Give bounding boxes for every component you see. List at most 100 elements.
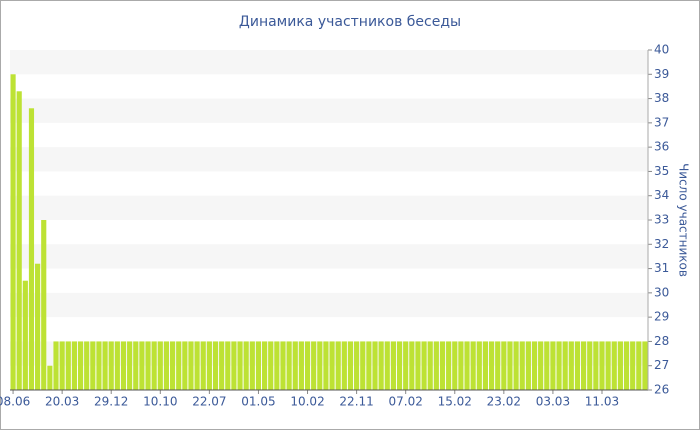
bar <box>59 341 65 390</box>
x-tick-label: 15.02 <box>438 395 472 409</box>
x-tick-label: 10.10 <box>143 395 177 409</box>
bar <box>268 341 274 390</box>
bar <box>151 341 157 390</box>
bar <box>280 341 286 390</box>
bar <box>452 341 458 390</box>
x-tick-label: 07.02 <box>389 395 423 409</box>
bar <box>219 341 225 390</box>
bar <box>354 341 360 390</box>
bar <box>255 341 262 390</box>
bar <box>133 341 139 390</box>
bar <box>157 341 163 390</box>
bar <box>574 341 581 390</box>
bar <box>482 341 489 390</box>
grid-band <box>10 195 648 220</box>
bar <box>237 341 243 390</box>
y-tick-label: 40 <box>654 43 669 57</box>
bar <box>243 341 249 390</box>
y-tick-label: 28 <box>654 334 669 348</box>
bar <box>10 74 16 391</box>
bar <box>403 341 409 390</box>
bar <box>145 341 151 390</box>
x-tick-label: 03.03 <box>536 395 570 409</box>
bar <box>249 341 255 390</box>
bar <box>642 341 648 390</box>
bar <box>163 341 170 390</box>
bar <box>127 341 133 390</box>
grid-band <box>10 147 648 172</box>
bar <box>538 341 544 390</box>
bar <box>562 341 568 390</box>
bar <box>439 341 446 390</box>
bar <box>139 341 145 390</box>
bar <box>501 341 507 390</box>
bar <box>519 341 525 390</box>
bar <box>53 341 59 390</box>
bar <box>427 341 433 390</box>
y-tick-label: 39 <box>654 67 669 81</box>
y-tick-label: 32 <box>654 237 669 251</box>
bar <box>176 341 182 390</box>
x-tick-label: 23.02 <box>487 395 521 409</box>
bar <box>421 341 427 390</box>
bar <box>274 341 280 390</box>
bar <box>513 341 519 390</box>
bar <box>90 341 96 390</box>
bar <box>47 365 53 390</box>
bar <box>341 341 347 390</box>
x-tick-label: 22.07 <box>192 395 226 409</box>
grid-band <box>10 244 648 269</box>
x-tick-label: 08.06 <box>0 395 30 409</box>
bar <box>630 341 636 390</box>
bar <box>495 341 501 390</box>
bar <box>476 341 482 390</box>
bar <box>409 341 415 390</box>
bar <box>231 341 237 390</box>
bar <box>323 341 329 390</box>
bar <box>581 341 587 390</box>
x-tick-label: 29.12 <box>94 395 128 409</box>
bar <box>464 341 470 390</box>
bar <box>390 341 396 390</box>
y-tick-label: 26 <box>654 383 669 397</box>
bar <box>556 341 562 390</box>
grid-band <box>10 292 648 318</box>
x-tick-label: 20.03 <box>45 395 79 409</box>
bar <box>617 341 623 390</box>
bar <box>292 341 298 390</box>
y-tick-label: 35 <box>654 164 669 178</box>
y-tick-label: 34 <box>654 188 669 202</box>
bar <box>169 341 176 390</box>
grid-band <box>10 50 648 75</box>
bar <box>611 341 617 390</box>
bar <box>114 341 120 390</box>
bar <box>544 341 550 390</box>
bar <box>587 341 593 390</box>
bar <box>108 341 114 390</box>
bar <box>525 341 531 390</box>
y-tick-label: 33 <box>654 213 669 227</box>
bar <box>335 341 341 390</box>
bar <box>298 341 304 390</box>
x-tick-label: 01.05 <box>241 395 275 409</box>
bar <box>347 341 354 390</box>
bar <box>550 341 556 390</box>
bar <box>65 341 71 390</box>
bar <box>194 341 200 390</box>
bar <box>200 341 206 390</box>
bar <box>22 280 28 390</box>
bar <box>329 341 335 390</box>
bar <box>182 341 188 390</box>
bar <box>366 341 372 390</box>
bar <box>433 341 439 390</box>
bar <box>446 341 452 390</box>
y-tick-label: 36 <box>654 140 669 154</box>
bar <box>458 341 464 390</box>
x-tick-label: 22.11 <box>339 395 373 409</box>
y-tick-label: 31 <box>654 261 669 275</box>
bar <box>84 341 90 390</box>
bar <box>568 341 574 390</box>
y-tick-label: 37 <box>654 115 669 129</box>
y-tick-label: 27 <box>654 358 669 372</box>
